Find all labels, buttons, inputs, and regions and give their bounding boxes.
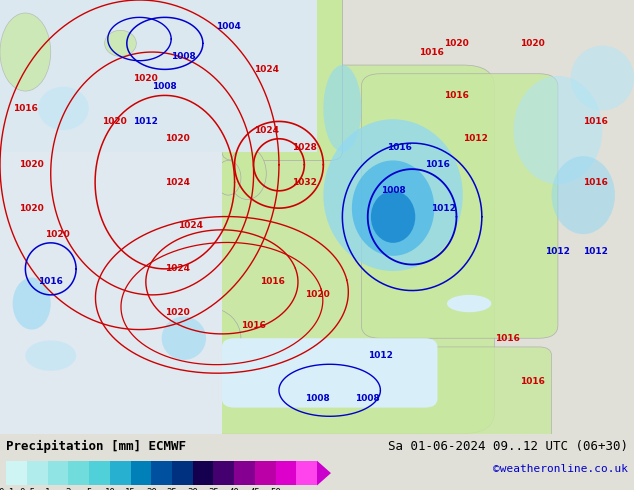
Text: 1024: 1024 bbox=[254, 65, 279, 74]
Text: 1008: 1008 bbox=[304, 394, 330, 403]
Text: 1008: 1008 bbox=[171, 52, 197, 61]
Text: 1016: 1016 bbox=[583, 117, 609, 126]
Text: 1016: 1016 bbox=[13, 104, 38, 113]
Text: 1024: 1024 bbox=[178, 221, 203, 230]
Ellipse shape bbox=[216, 160, 241, 195]
Bar bbox=[296, 461, 317, 486]
Bar bbox=[27, 461, 48, 486]
Text: 1008: 1008 bbox=[355, 394, 380, 403]
Ellipse shape bbox=[38, 87, 89, 130]
Ellipse shape bbox=[105, 30, 136, 56]
Text: 50: 50 bbox=[270, 488, 281, 490]
Text: 1016: 1016 bbox=[418, 48, 444, 56]
Text: 1016: 1016 bbox=[583, 178, 609, 187]
Text: 1016: 1016 bbox=[260, 277, 285, 286]
Text: 1016: 1016 bbox=[520, 377, 545, 386]
Text: 45: 45 bbox=[250, 488, 260, 490]
Text: 1008: 1008 bbox=[152, 82, 178, 91]
Text: 1012: 1012 bbox=[583, 247, 609, 256]
Bar bbox=[255, 461, 276, 486]
Bar bbox=[234, 461, 255, 486]
Text: 1016: 1016 bbox=[444, 91, 469, 100]
Text: ©weatheronline.co.uk: ©weatheronline.co.uk bbox=[493, 464, 628, 474]
FancyBboxPatch shape bbox=[178, 347, 552, 442]
Text: 1012: 1012 bbox=[368, 351, 393, 360]
Bar bbox=[172, 461, 193, 486]
Text: 1020: 1020 bbox=[101, 117, 127, 126]
Text: 1028: 1028 bbox=[292, 143, 317, 152]
Bar bbox=[68, 461, 89, 486]
Ellipse shape bbox=[552, 156, 615, 234]
Bar bbox=[0, 0, 317, 152]
Text: 1020: 1020 bbox=[520, 39, 545, 48]
Bar bbox=[152, 461, 172, 486]
Text: 1020: 1020 bbox=[165, 134, 190, 143]
Text: Precipitation [mm] ECMWF: Precipitation [mm] ECMWF bbox=[6, 441, 186, 453]
Bar bbox=[110, 461, 131, 486]
Text: 1020: 1020 bbox=[19, 160, 44, 169]
Text: 5: 5 bbox=[86, 488, 92, 490]
Ellipse shape bbox=[514, 76, 602, 184]
Text: 1016: 1016 bbox=[495, 334, 520, 343]
Text: 40: 40 bbox=[229, 488, 240, 490]
Text: 2: 2 bbox=[66, 488, 71, 490]
Text: Sa 01-06-2024 09..12 UTC (06+30): Sa 01-06-2024 09..12 UTC (06+30) bbox=[387, 441, 628, 453]
Ellipse shape bbox=[228, 147, 266, 199]
Ellipse shape bbox=[162, 317, 206, 360]
Bar bbox=[193, 461, 214, 486]
Ellipse shape bbox=[0, 13, 51, 91]
Text: 1012: 1012 bbox=[545, 247, 571, 256]
Ellipse shape bbox=[323, 65, 361, 152]
Text: 1020: 1020 bbox=[444, 39, 469, 48]
Text: 1024: 1024 bbox=[254, 125, 279, 135]
Bar bbox=[48, 461, 68, 486]
Text: 1: 1 bbox=[45, 488, 51, 490]
Polygon shape bbox=[317, 461, 331, 486]
Text: 1020: 1020 bbox=[165, 308, 190, 317]
Ellipse shape bbox=[323, 119, 463, 271]
FancyBboxPatch shape bbox=[222, 0, 342, 160]
Bar bbox=[131, 461, 152, 486]
Ellipse shape bbox=[447, 295, 491, 312]
Ellipse shape bbox=[13, 277, 51, 330]
Text: 1020: 1020 bbox=[304, 291, 330, 299]
Text: 1016: 1016 bbox=[387, 143, 412, 152]
Text: 1016: 1016 bbox=[241, 321, 266, 330]
Text: 1008: 1008 bbox=[380, 186, 406, 196]
Ellipse shape bbox=[178, 308, 241, 368]
Bar bbox=[89, 461, 110, 486]
Text: 1016: 1016 bbox=[425, 160, 450, 169]
Bar bbox=[214, 461, 234, 486]
FancyBboxPatch shape bbox=[190, 65, 495, 434]
FancyBboxPatch shape bbox=[361, 74, 558, 338]
Text: 0.1: 0.1 bbox=[0, 488, 15, 490]
Text: 1012: 1012 bbox=[463, 134, 488, 143]
Text: 1012: 1012 bbox=[431, 204, 456, 213]
Text: 1012: 1012 bbox=[133, 117, 158, 126]
Ellipse shape bbox=[371, 191, 415, 243]
Bar bbox=[6, 461, 27, 486]
Text: 30: 30 bbox=[188, 488, 198, 490]
Ellipse shape bbox=[352, 160, 434, 256]
FancyBboxPatch shape bbox=[222, 338, 437, 408]
Ellipse shape bbox=[571, 46, 634, 111]
Text: 1016: 1016 bbox=[38, 277, 63, 286]
Text: 1032: 1032 bbox=[292, 178, 317, 187]
Text: 1024: 1024 bbox=[165, 265, 190, 273]
Text: 1020: 1020 bbox=[19, 204, 44, 213]
Text: 35: 35 bbox=[208, 488, 219, 490]
Text: 0.5: 0.5 bbox=[19, 488, 35, 490]
Bar bbox=[0, 0, 222, 434]
Text: 20: 20 bbox=[146, 488, 157, 490]
Text: 15: 15 bbox=[126, 488, 136, 490]
Bar bbox=[276, 461, 296, 486]
Ellipse shape bbox=[25, 341, 76, 371]
Text: 10: 10 bbox=[105, 488, 115, 490]
Text: 1020: 1020 bbox=[133, 74, 158, 82]
Text: 1024: 1024 bbox=[165, 178, 190, 187]
Text: 25: 25 bbox=[167, 488, 178, 490]
Text: 1004: 1004 bbox=[216, 22, 241, 30]
Text: 1020: 1020 bbox=[44, 230, 70, 239]
